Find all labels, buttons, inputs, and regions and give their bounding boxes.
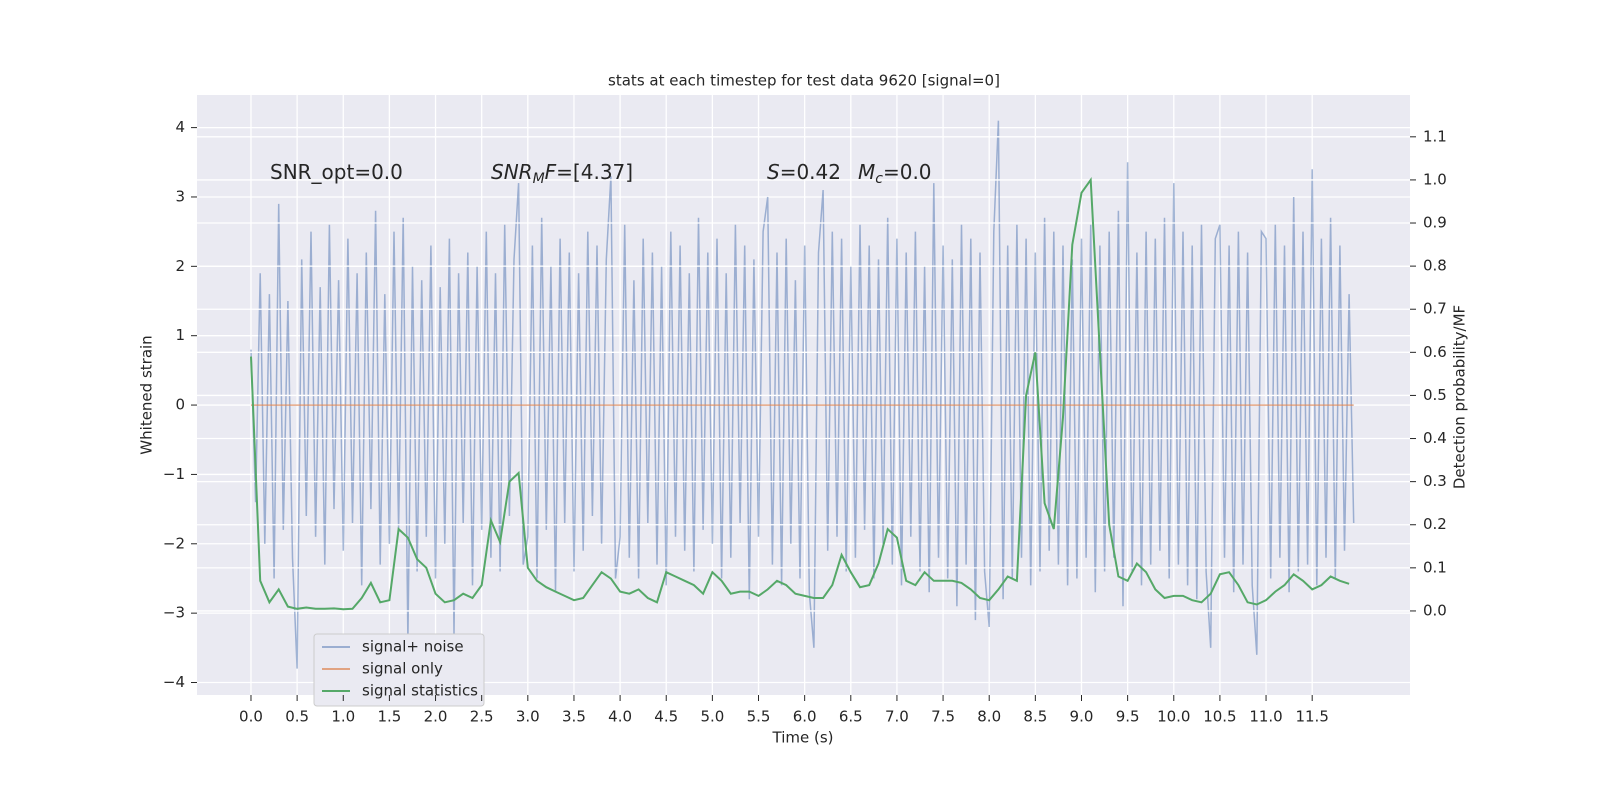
y2-tick-label: 0.5 xyxy=(1423,386,1447,404)
legend-label: signal+ noise xyxy=(362,638,464,656)
annotation: SNRMF=[4.37] xyxy=(491,160,633,188)
annotation: S=0.42 xyxy=(767,160,841,184)
x-tick-label: 2.0 xyxy=(424,708,448,726)
annotation-part: S xyxy=(767,160,780,184)
annotation-part: =0.42 xyxy=(780,160,841,184)
series-line xyxy=(250,120,1355,669)
y2-tick-label: 0.8 xyxy=(1423,257,1447,275)
y-tick-label: 1 xyxy=(175,326,185,344)
x-tick-label: 3.0 xyxy=(516,708,540,726)
y-tick-label: 4 xyxy=(175,118,185,136)
annotation-part: =[4.37] xyxy=(556,160,633,184)
legend-label: signal statistics xyxy=(362,682,478,700)
y2-axis-label: Detection probability/MF xyxy=(1451,305,1469,489)
chart-title: stats at each timestep for test data 962… xyxy=(608,72,1000,90)
x-tick-label: 7.0 xyxy=(885,708,909,726)
y-tick-label: 3 xyxy=(175,187,185,205)
y2-tick-label: 0.7 xyxy=(1423,300,1447,318)
x-tick-label: 8.0 xyxy=(977,708,1001,726)
legend-label: signal only xyxy=(362,660,443,678)
y-tick-label: 2 xyxy=(175,257,185,275)
x-tick-label: 1.5 xyxy=(377,708,401,726)
x-tick-label: 11.0 xyxy=(1249,708,1282,726)
x-tick-label: 2.5 xyxy=(470,708,494,726)
x-tick-label: 11.5 xyxy=(1295,708,1328,726)
x-tick-label: 4.0 xyxy=(608,708,632,726)
y-tick-label: −1 xyxy=(163,465,185,483)
x-tick-label: 9.5 xyxy=(1116,708,1140,726)
y-tick-label: −3 xyxy=(163,604,185,622)
x-axis-label: Time (s) xyxy=(772,729,834,747)
y2-tick-label: 0.0 xyxy=(1423,601,1447,619)
y2-tick-label: 0.2 xyxy=(1423,515,1447,533)
x-tick-label: 7.5 xyxy=(931,708,955,726)
y2-tick-label: 0.1 xyxy=(1423,558,1447,576)
annotation: Mc=0.0 xyxy=(858,160,932,188)
x-tick-label: 3.5 xyxy=(562,708,586,726)
annotation-part: c xyxy=(875,171,883,187)
x-tick-label: 1.0 xyxy=(331,708,355,726)
x-tick-label: 0.5 xyxy=(285,708,309,726)
y-tick-label: −4 xyxy=(163,673,185,691)
series-line xyxy=(250,176,1350,611)
y2-tick-label: 0.3 xyxy=(1423,472,1447,490)
x-tick-label: 6.5 xyxy=(839,708,863,726)
annotation-part: SNR xyxy=(491,160,533,184)
x-tick-label: 10.5 xyxy=(1203,708,1236,726)
y-axis-label: Whitened strain xyxy=(138,335,156,454)
legend-box xyxy=(313,633,485,707)
legend: signal+ noise signal only signal statistic… xyxy=(313,633,485,707)
over-layer xyxy=(197,136,1410,612)
x-tick-label: 5.0 xyxy=(700,708,724,726)
x-tick-label: 8.5 xyxy=(1023,708,1047,726)
annotation-part: M xyxy=(533,171,545,187)
annotation: SNR_opt=0.0 xyxy=(270,160,403,184)
y-tick-label: 0 xyxy=(175,396,185,414)
annotation-part: M xyxy=(858,160,875,184)
x-tick-label: 4.5 xyxy=(654,708,678,726)
x-tick-label: 9.0 xyxy=(1070,708,1094,726)
x-tick-label: 5.5 xyxy=(747,708,771,726)
annotation-part: SNR_opt=0.0 xyxy=(270,160,403,184)
y2-tick-label: 1.0 xyxy=(1423,170,1447,188)
y2-tick-label: 0.6 xyxy=(1423,343,1447,361)
annotation-part: F xyxy=(545,160,557,184)
y2-tick-label: 1.1 xyxy=(1423,127,1447,145)
x-tick-label: 10.0 xyxy=(1157,708,1190,726)
y-tick-label: −2 xyxy=(163,534,185,552)
annotation-part: =0.0 xyxy=(883,160,932,184)
x-tick-label: 6.0 xyxy=(793,708,817,726)
x-tick-label: 0.0 xyxy=(239,708,263,726)
y2-tick-label: 0.4 xyxy=(1423,429,1447,447)
y2-tick-label: 0.9 xyxy=(1423,214,1447,232)
